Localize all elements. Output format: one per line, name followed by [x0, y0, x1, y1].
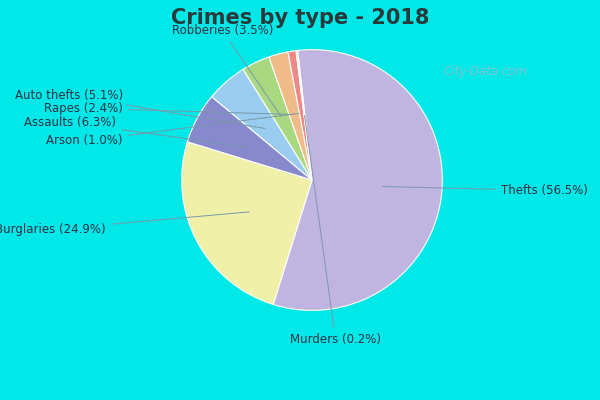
Text: Thefts (56.5%): Thefts (56.5%)	[382, 184, 588, 197]
Wedge shape	[212, 69, 312, 180]
Wedge shape	[182, 142, 312, 304]
Text: City-Data.com: City-Data.com	[444, 66, 528, 78]
Wedge shape	[296, 50, 312, 180]
Wedge shape	[243, 57, 312, 180]
Text: Crimes by type - 2018: Crimes by type - 2018	[171, 8, 429, 28]
Text: Auto thefts (5.1%): Auto thefts (5.1%)	[15, 89, 265, 128]
Text: Murders (0.2%): Murders (0.2%)	[290, 116, 381, 346]
Text: Arson (1.0%): Arson (1.0%)	[46, 113, 299, 147]
Text: Assaults (6.3%): Assaults (6.3%)	[25, 116, 250, 147]
Wedge shape	[273, 50, 442, 310]
Text: Burglaries (24.9%): Burglaries (24.9%)	[0, 212, 249, 236]
Wedge shape	[269, 52, 312, 180]
Text: Rapes (2.4%): Rapes (2.4%)	[44, 102, 292, 115]
Wedge shape	[187, 97, 312, 180]
Text: Robberies (3.5%): Robberies (3.5%)	[172, 24, 281, 116]
Wedge shape	[288, 51, 312, 180]
